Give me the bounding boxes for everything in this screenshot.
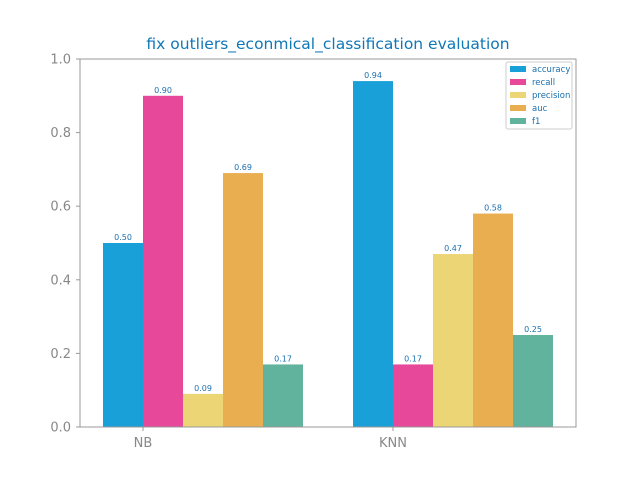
- legend-swatch-auc: [510, 105, 526, 111]
- data-label-auc-knn: 0.58: [484, 204, 502, 213]
- bar-f1-knn: [513, 335, 553, 427]
- legend-label-precision: precision: [532, 91, 570, 101]
- y-tick-label: 0.2: [50, 347, 71, 362]
- legend-label-accuracy: accuracy: [532, 65, 570, 75]
- plot-area: 0.50 0.94 0.90 0.17 0.09 0.47 0.69 0.58 0.17 0.25…: [50, 53, 577, 451]
- bar-accuracy-nb: [103, 243, 143, 427]
- legend-label-auc: auc: [532, 104, 548, 114]
- bar-recall-nb: [143, 95, 183, 428]
- legend: accuracy recall precision auc f1: [505, 61, 573, 130]
- y-tick-label: 0.8: [50, 126, 71, 141]
- legend-swatch-recall: [510, 79, 526, 85]
- bar-recall-knn: [393, 364, 433, 427]
- data-label-precision-knn: 0.47: [444, 244, 462, 253]
- x-tick-label-knn: KNN: [379, 436, 407, 451]
- data-label-recall-knn: 0.17: [404, 354, 422, 363]
- legend-box: [505, 61, 573, 130]
- data-label-accuracy-knn: 0.94: [364, 71, 382, 80]
- bar-accuracy-knn: [353, 81, 393, 427]
- y-tick-label: 1.0: [50, 53, 71, 68]
- plot-frame: [79, 58, 577, 428]
- data-label-f1-knn: 0.25: [524, 325, 542, 334]
- bar-auc-nb: [223, 173, 263, 427]
- legend-swatch-accuracy: [510, 66, 526, 72]
- chart-title: fix outliers_econmical_classification ev…: [146, 35, 509, 54]
- x-tick-label-nb: NB: [134, 436, 153, 451]
- y-tick-label: 0.0: [50, 421, 71, 436]
- legend-label-recall: recall: [532, 78, 555, 88]
- data-label-accuracy-nb: 0.50: [114, 233, 132, 242]
- legend-label-f1: f1: [532, 117, 540, 127]
- bar-auc-knn: [473, 213, 513, 427]
- y-tick-label: 0.4: [50, 273, 71, 288]
- y-tick-label: 0.6: [50, 200, 71, 215]
- legend-swatch-precision: [510, 92, 526, 98]
- bar-precision-nb: [183, 393, 223, 427]
- data-label-recall-nb: 0.90: [154, 86, 172, 95]
- legend-swatch-f1: [510, 118, 526, 124]
- bar-precision-knn: [433, 254, 473, 427]
- data-label-f1-nb: 0.17: [274, 354, 292, 363]
- data-label-precision-nb: 0.09: [194, 384, 212, 393]
- bar-f1-nb: [263, 364, 303, 427]
- data-label-auc-nb: 0.69: [234, 163, 252, 172]
